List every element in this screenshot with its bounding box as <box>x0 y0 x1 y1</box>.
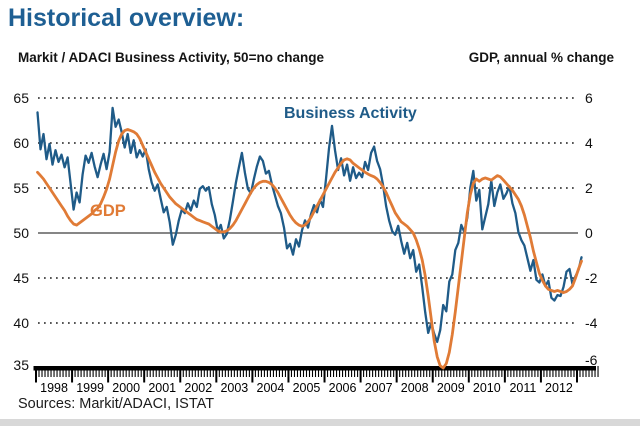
x-axis-year-labels: 1998 1999 2000 2001 2002 2003 2004 2005 2006 2007… <box>40 381 573 395</box>
left-axis-labels: 65 60 55 50 45 40 35 <box>13 90 29 373</box>
right-tick-label: -6 <box>585 352 598 368</box>
year-label: 1998 <box>40 381 68 395</box>
year-label: 2007 <box>365 381 393 395</box>
sources-note: Sources: Markit/ADACI, ISTAT <box>18 396 215 412</box>
right-axis-title: GDP, annual % change <box>468 50 614 65</box>
right-axis-labels: 6 4 2 0 -2 -4 -6 <box>585 90 598 368</box>
left-tick-label: 65 <box>13 90 29 106</box>
year-label: 2004 <box>257 381 285 395</box>
footer-strip <box>0 419 640 426</box>
left-tick-label: 60 <box>13 135 29 151</box>
year-label: 2008 <box>401 381 429 395</box>
gridlines <box>38 97 578 324</box>
gdp-series-label: GDP <box>90 202 126 220</box>
left-tick-label: 55 <box>13 180 29 196</box>
year-label: 2010 <box>473 381 501 395</box>
right-tick-label: -2 <box>585 270 598 286</box>
left-tick-label: 40 <box>13 315 29 331</box>
x-axis <box>33 366 599 383</box>
year-label: 2012 <box>545 381 573 395</box>
right-tick-label: 0 <box>585 225 593 241</box>
year-label: 2006 <box>329 381 357 395</box>
left-tick-label: 35 <box>13 357 29 373</box>
year-label: 2001 <box>148 381 176 395</box>
right-tick-label: 6 <box>585 90 593 106</box>
x-axis-bar <box>33 366 596 371</box>
year-label: 2009 <box>437 381 465 395</box>
right-tick-label: 4 <box>585 135 593 151</box>
business-activity-series-label: Business Activity <box>284 105 417 122</box>
left-tick-label: 45 <box>13 270 29 286</box>
year-label: 2000 <box>112 381 140 395</box>
right-tick-label: 2 <box>585 180 593 196</box>
year-label: 2002 <box>184 381 212 395</box>
year-label: 1999 <box>76 381 104 395</box>
year-label: 2003 <box>220 381 248 395</box>
year-label: 2011 <box>509 381 536 395</box>
page-title: Historical overview: <box>8 4 245 32</box>
left-axis-title: Markit / ADACI Business Activity, 50=no … <box>18 50 324 65</box>
right-tick-label: -4 <box>585 315 598 331</box>
gdp-line <box>36 128 583 370</box>
left-tick-label: 50 <box>13 225 29 241</box>
year-label: 2005 <box>293 381 321 395</box>
